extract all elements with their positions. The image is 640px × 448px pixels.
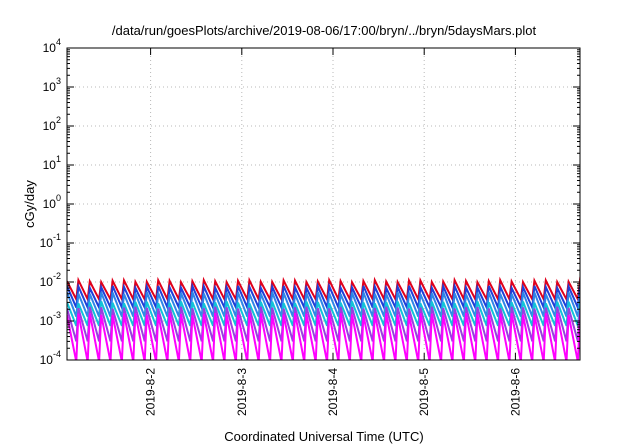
y-tick-label: 101 [43,154,61,172]
y-tick-exponent: 1 [56,154,61,164]
y-tick-base: 10 [43,197,57,211]
grid [67,48,580,360]
y-tick-exponent: -1 [53,232,61,242]
series-lines [67,276,580,360]
y-tick-exponent: 3 [56,76,61,86]
y-axis-label: cGy/day [22,180,37,228]
y-tick-label: 100 [43,193,61,211]
y-tick-base: 10 [40,314,54,328]
y-tick-label: 10-1 [40,232,61,250]
chart-title: /data/run/goesPlots/archive/2019-08-06/1… [112,23,537,38]
y-tick-label: 10-2 [40,271,61,289]
x-axis-label: Coordinated Universal Time (UTC) [224,429,423,444]
x-tick-label: 2019-8-2 [144,368,158,416]
y-tick-exponent: 0 [56,193,61,203]
y-tick-label: 103 [43,76,61,94]
x-tick-label: 2019-8-3 [235,368,249,416]
y-tick-label: 104 [43,37,61,55]
x-tick-label: 2019-8-5 [417,368,431,416]
y-tick-label: 10-3 [40,310,61,328]
tick-marks [67,47,580,361]
y-tick-base: 10 [40,353,54,367]
y-tick-exponent: -2 [53,271,61,281]
y-tick-base: 10 [43,41,57,55]
y-tick-exponent: -3 [53,310,61,320]
y-tick-label: 10-4 [40,349,61,367]
y-tick-label: 102 [43,115,61,133]
x-tick-label: 2019-8-4 [326,368,340,416]
y-tick-base: 10 [43,119,57,133]
x-tick-labels: 2019-8-2 2019-8-3 2019-8-4 2019-8-5 2019-8-6 [144,368,523,416]
y-tick-base: 10 [43,80,57,94]
y-tick-exponent: 2 [56,115,61,125]
y-tick-base: 10 [43,158,57,172]
y-tick-base: 10 [40,275,54,289]
y-tick-base: 10 [40,236,54,250]
y-tick-exponent: 4 [56,37,61,47]
y-tick-exponent: -4 [53,349,61,359]
series-line [67,313,580,360]
x-tick-label: 2019-8-6 [508,368,522,416]
